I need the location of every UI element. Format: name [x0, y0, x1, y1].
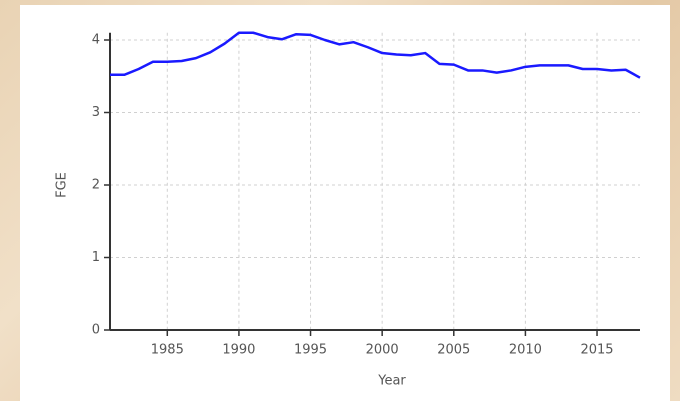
x-tick-label: 1985 [151, 343, 184, 358]
y-tick-label: 2 [92, 178, 100, 193]
x-tick-label: 1990 [222, 343, 255, 358]
x-tick-label: 2005 [437, 343, 470, 358]
x-tick-label: 2010 [509, 343, 542, 358]
y-tick-label: 4 [92, 33, 100, 48]
x-axis-label: Year [377, 374, 406, 389]
y-tick-label: 0 [92, 323, 100, 338]
data-line [110, 31, 641, 79]
y-axis-label: FGE [55, 172, 70, 198]
y-tick-label: 3 [92, 105, 100, 120]
y-tick-label: 1 [92, 250, 100, 265]
x-tick-label: 2015 [580, 343, 613, 358]
x-tick-label: 1995 [294, 343, 327, 358]
panel [20, 5, 670, 401]
x-tick-label: 2000 [366, 343, 399, 358]
